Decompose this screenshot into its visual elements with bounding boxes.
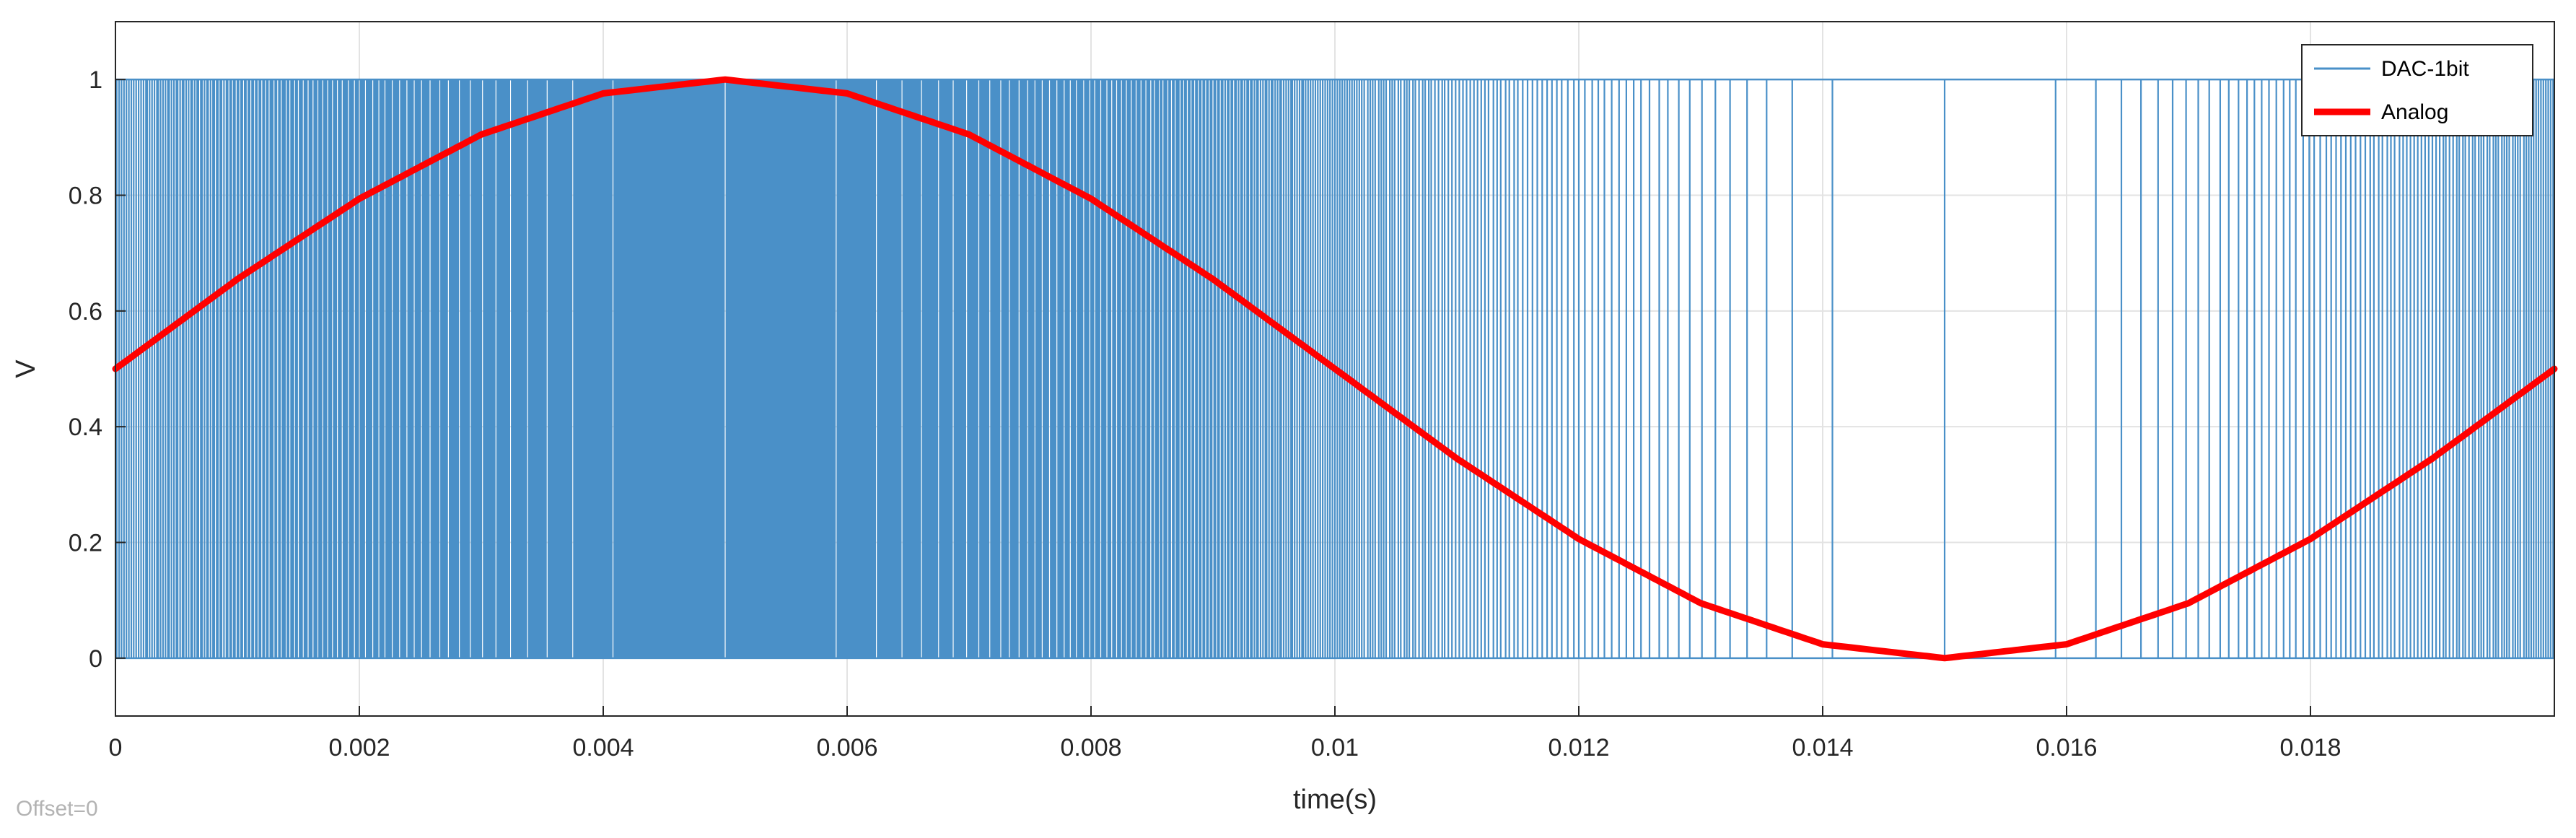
x-tick-label: 0 [109,734,123,761]
dac-pulse-train [115,78,2554,660]
x-tick-label: 0.002 [328,734,390,761]
x-tick-label: 0.004 [572,734,634,761]
x-tick-label: 0.018 [2279,734,2341,761]
legend: DAC-1bit Analog [2301,44,2533,136]
series-line-analog [112,76,2558,662]
y-tick-label: 0.8 [69,183,102,210]
axis-ticks: 0 0.002 0.004 0.006 0.008 0.01 0.012 0.014 0.016… [69,66,2341,761]
legend-label-analog: Analog [2381,100,2448,124]
y-tick-label: 0.6 [69,298,102,326]
legend-label-dac-1bit: DAC-1bit [2381,57,2469,81]
x-tick-label: 0.014 [1792,734,1853,761]
y-tick-label: 0.2 [69,530,102,557]
x-axis-label: time(s) [1293,785,1377,815]
x-tick-label: 0.012 [1548,734,1609,761]
x-tick-label: 0.016 [2036,734,2097,761]
x-tick-label: 0.008 [1060,734,1121,761]
legend-box [2301,44,2533,136]
x-tick-label: 0.006 [816,734,877,761]
x-tick-label: 0.01 [1311,734,1359,761]
y-tick-label: 1 [89,66,102,94]
y-tick-label: 0.4 [69,414,102,441]
y-axis-label: V [11,359,41,378]
y-tick-label: 0 [89,645,102,673]
offset-annotation: Offset=0 [16,797,98,821]
